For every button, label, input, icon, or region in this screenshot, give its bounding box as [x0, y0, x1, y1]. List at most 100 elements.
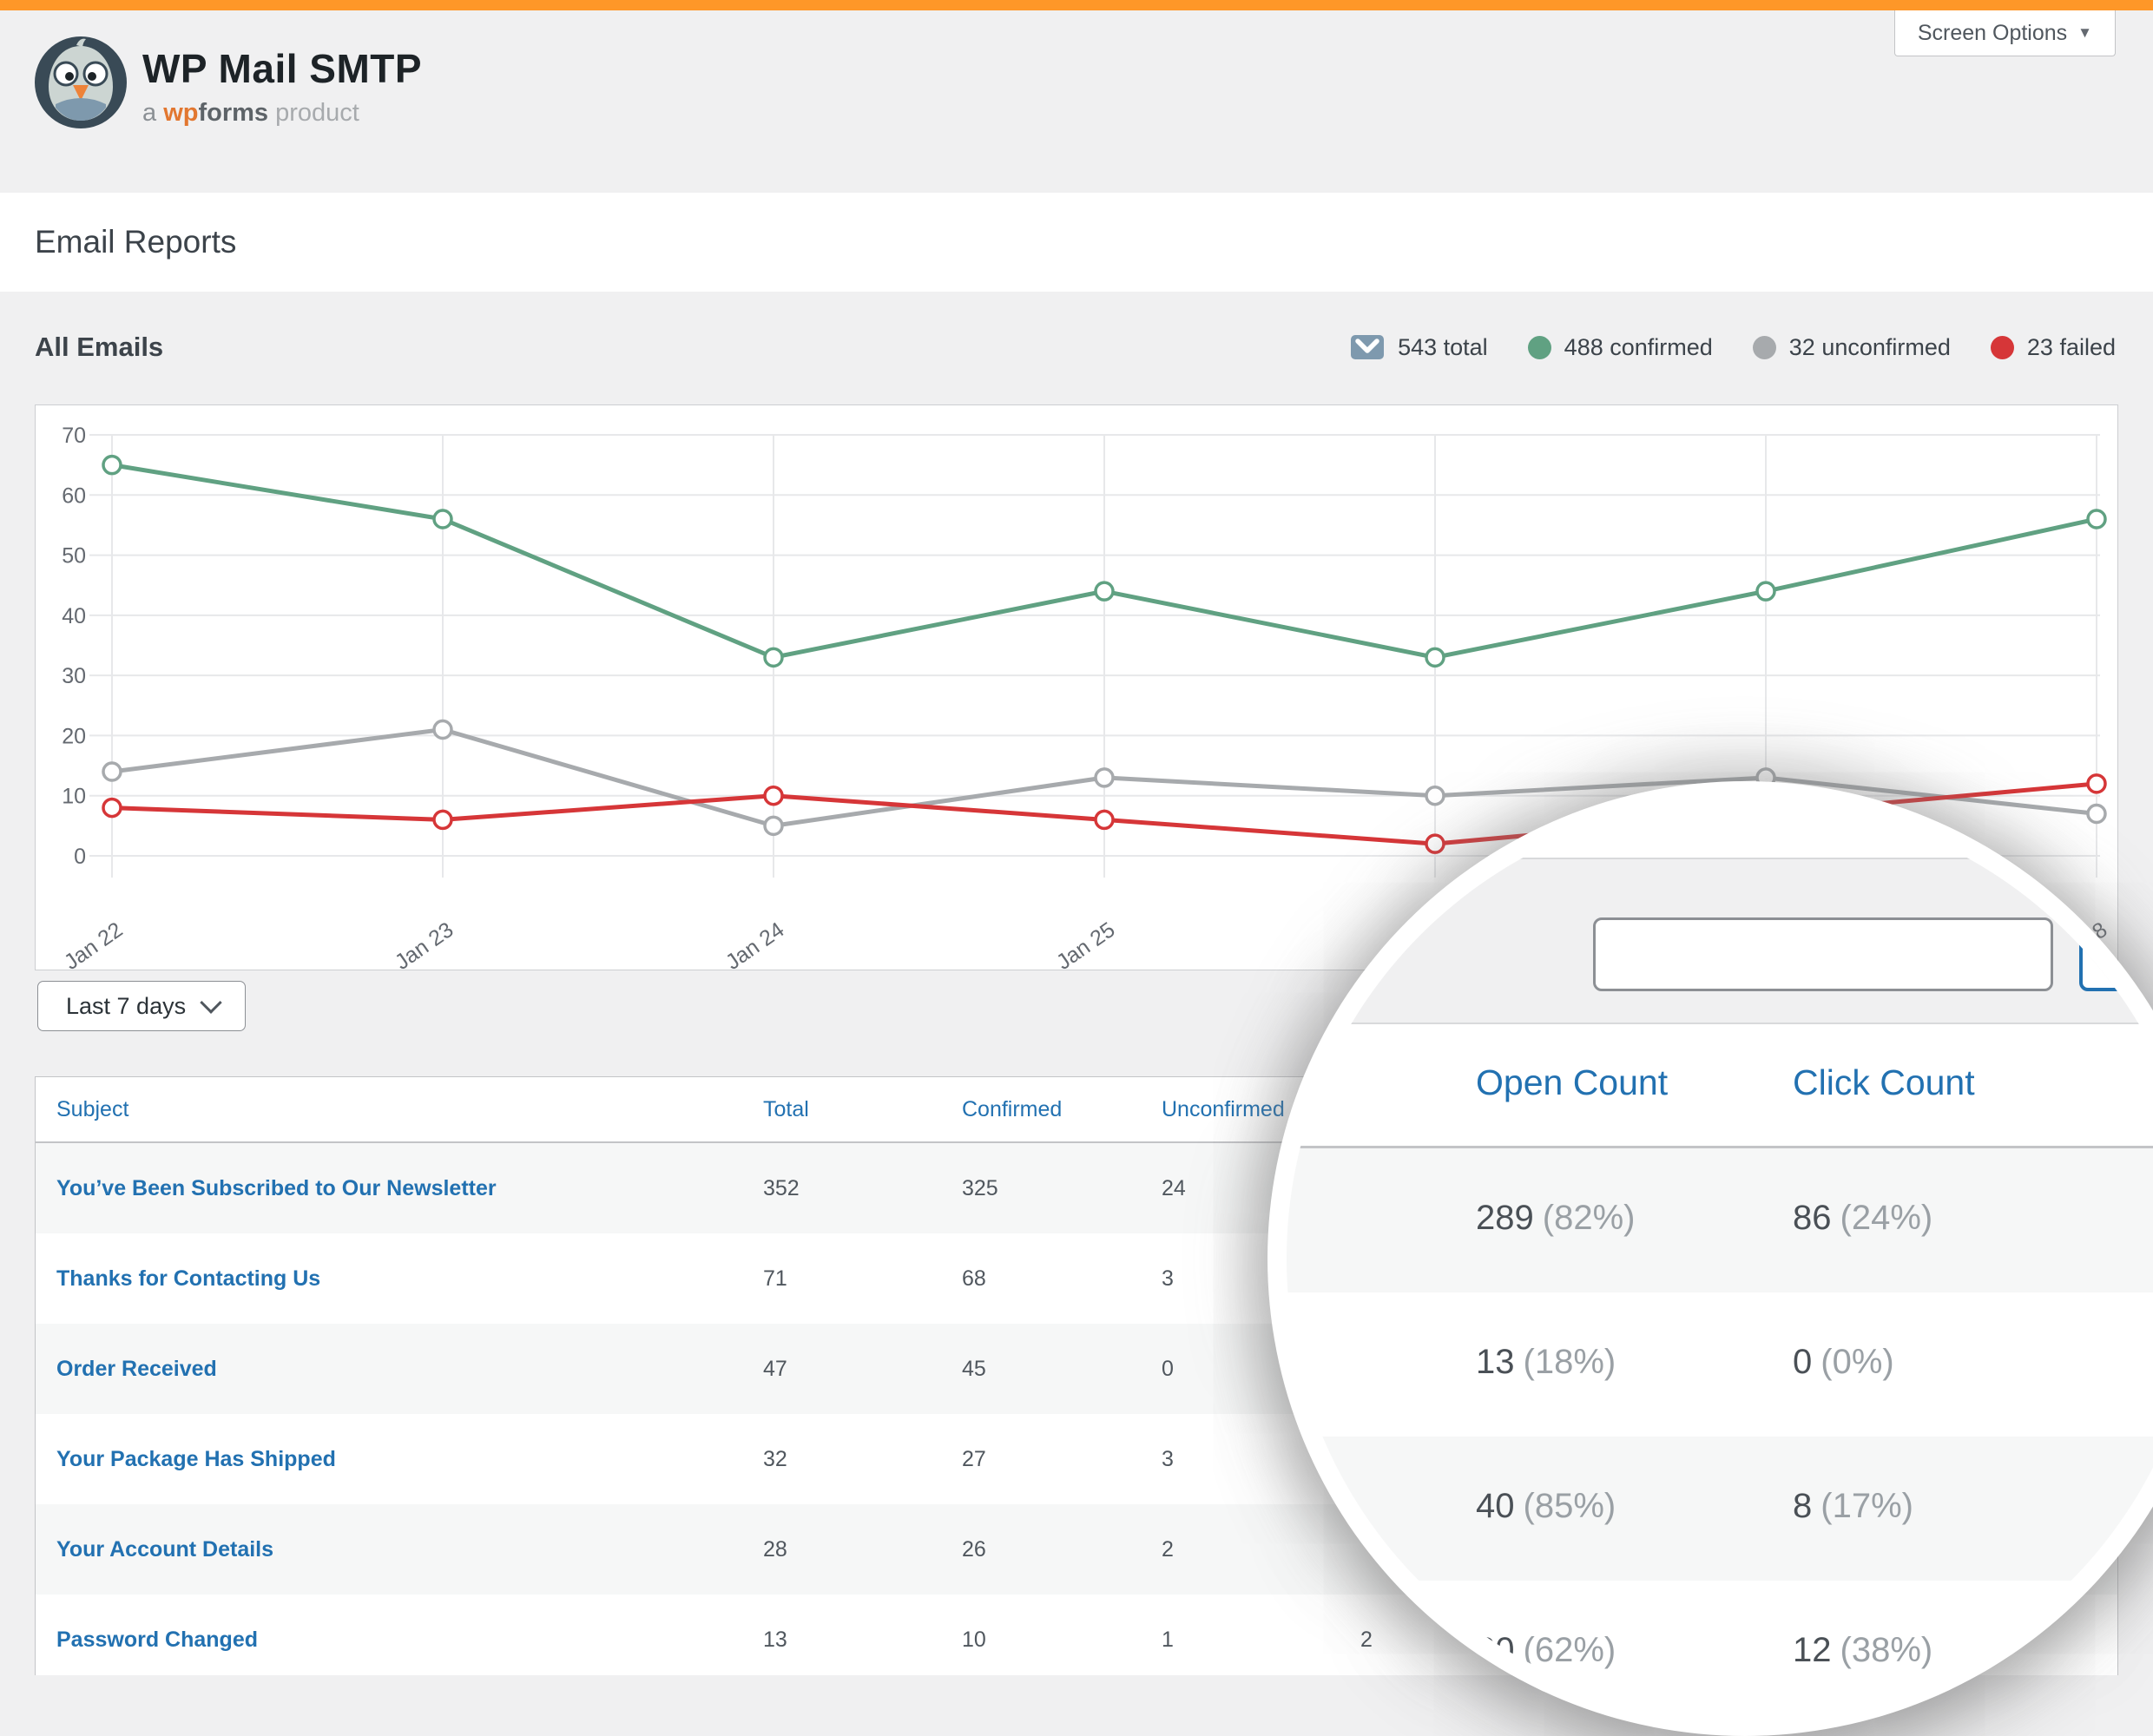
legend-total: 543 total	[1350, 334, 1488, 361]
unconfirmed-dot-icon	[1752, 335, 1776, 359]
svg-text:60: 60	[62, 483, 86, 508]
confirmed-cell: 10	[962, 1627, 986, 1652]
subject-link[interactable]: Your Package Has Shipped	[56, 1446, 336, 1471]
click-count-pct: (24%)	[1840, 1199, 1933, 1237]
column-header-unconfirmed[interactable]: Unconfirmed	[1162, 1096, 1285, 1121]
svg-text:Jan 23: Jan 23	[391, 917, 458, 971]
open-count-value: 13	[1476, 1343, 1515, 1381]
click-count-cell: 8 (17%)	[1793, 1487, 1913, 1526]
total-cell: 32	[763, 1446, 787, 1471]
svg-text:20: 20	[62, 724, 86, 748]
total-cell: 28	[763, 1536, 787, 1562]
legend-failed: 23 failed	[1990, 334, 2116, 361]
total-cell: 352	[763, 1175, 800, 1200]
legend-total-label: 543 total	[1398, 333, 1488, 360]
brand-accent-bar	[0, 0, 2153, 10]
page-title-band: Email Reports	[0, 193, 2153, 292]
click-count-cell: 12 (38%)	[1793, 1631, 1932, 1670]
click-count-cell: 0 (0%)	[1793, 1343, 1894, 1382]
open-count-cell: 40 (85%)	[1476, 1487, 1616, 1526]
legend-confirmed: 488 confirmed	[1527, 333, 1713, 361]
chart-legend: 543 total 488 confirmed 32 unconfirmed 2…	[1350, 334, 2116, 361]
click-count-value: 12	[1793, 1631, 1832, 1669]
column-header-total[interactable]: Total	[763, 1096, 809, 1121]
confirmed-dot-icon	[1527, 335, 1551, 359]
magnified-row: 20 (62%) 12 (38%)	[1287, 1581, 2153, 1717]
subject-link[interactable]: Order Received	[56, 1356, 217, 1381]
unconfirmed-cell: 2	[1162, 1536, 1174, 1562]
subject-link[interactable]: You’ve Been Subscribed to Our Newsletter	[56, 1175, 497, 1200]
section-title: All Emails	[35, 332, 164, 362]
subject-link[interactable]: Your Account Details	[56, 1536, 274, 1562]
tagline-prefix: a	[142, 99, 157, 127]
magnifier-bubble: Open Count Click Count 289 (82%) 86 (24%) …	[1267, 781, 2153, 1736]
brand-block: WP Mail SMTP a wpforms product	[142, 45, 422, 128]
table-header-row: Subject Total Confirmed Unconfirmed	[36, 1077, 2117, 1143]
column-header-open-count[interactable]: Open Count	[1476, 1062, 1669, 1102]
date-range-select[interactable]: Last 7 days	[37, 981, 246, 1031]
svg-text:70: 70	[62, 424, 86, 448]
confirmed-cell: 27	[962, 1446, 986, 1471]
app-header: WP Mail SMTP a wpforms product Screen Op…	[0, 10, 2153, 193]
screen-options-button[interactable]: Screen Options ▼	[1893, 10, 2116, 56]
magnified-toolbar	[1287, 858, 2153, 1024]
svg-text:10: 10	[62, 785, 86, 809]
legend-unconfirmed-label: 32 unconfirmed	[1788, 333, 1951, 360]
table-row: Thanks for Contacting Us 71 68 3	[36, 1233, 2117, 1324]
unconfirmed-cell: 0	[1162, 1356, 1174, 1381]
click-count-value: 8	[1793, 1487, 1813, 1525]
table-row: Password Changed 13 10 1 2	[36, 1595, 2117, 1675]
column-header-subject[interactable]: Subject	[56, 1096, 129, 1121]
magnified-row: 40 (85%) 8 (17%)	[1287, 1437, 2153, 1581]
search-button[interactable]	[2079, 917, 2153, 991]
column-header-confirmed[interactable]: Confirmed	[962, 1096, 1063, 1121]
open-count-cell: 13 (18%)	[1476, 1343, 1616, 1382]
svg-text:40: 40	[62, 604, 86, 628]
magnifier-content: Open Count Click Count 289 (82%) 86 (24%) …	[1287, 800, 2153, 1717]
legend-confirmed-label: 488 confirmed	[1564, 333, 1713, 360]
chevron-down-icon	[200, 991, 222, 1014]
confirmed-cell: 325	[962, 1175, 998, 1200]
open-count-pct: (85%)	[1523, 1487, 1616, 1525]
total-cell: 47	[763, 1356, 787, 1381]
page-title: Email Reports	[35, 224, 237, 260]
subject-link[interactable]: Thanks for Contacting Us	[56, 1266, 321, 1291]
column-header-click-count[interactable]: Click Count	[1793, 1062, 1975, 1102]
date-range-value: Last 7 days	[66, 992, 187, 1019]
total-cell: 71	[763, 1266, 787, 1291]
envelope-icon	[1351, 335, 1385, 359]
confirmed-cell: 68	[962, 1266, 986, 1291]
open-count-pct: (62%)	[1523, 1631, 1616, 1669]
subject-link[interactable]: Password Changed	[56, 1627, 258, 1652]
confirmed-cell: 26	[962, 1536, 986, 1562]
click-count-value: 86	[1793, 1199, 1832, 1237]
magnified-table-header: Open Count Click Count	[1287, 1024, 2153, 1148]
legend-unconfirmed: 32 unconfirmed	[1752, 333, 1951, 361]
search-input[interactable]	[1593, 917, 2053, 991]
svg-text:Jan 25: Jan 25	[1052, 917, 1120, 971]
unconfirmed-cell: 3	[1162, 1266, 1174, 1291]
wp-mail-smtp-pigeon-logo	[35, 36, 127, 128]
table-row: Your Package Has Shipped 32 27 3	[36, 1414, 2117, 1504]
brand-tagline: a wpforms product	[142, 99, 422, 128]
chevron-down-icon: ▼	[2077, 24, 2092, 41]
failed-dot-icon	[1990, 335, 2014, 359]
open-count-value: 289	[1476, 1199, 1534, 1237]
screen-options-label: Screen Options	[1917, 20, 2068, 45]
unconfirmed-cell: 24	[1162, 1175, 1186, 1200]
open-count-cell: 20 (62%)	[1476, 1631, 1616, 1670]
tagline-wp: wp	[163, 99, 199, 127]
click-count-cell: 86 (24%)	[1793, 1199, 1932, 1238]
all-emails-section-head: All Emails 543 total 488 confirmed 32 un…	[35, 323, 2116, 372]
magnified-row: 13 (18%) 0 (0%)	[1287, 1292, 2153, 1437]
open-count-value: 20	[1476, 1631, 1515, 1669]
unconfirmed-cell: 1	[1162, 1627, 1174, 1652]
unconfirmed-cell: 3	[1162, 1446, 1174, 1471]
tagline-suffix: product	[275, 99, 359, 127]
click-count-value: 0	[1793, 1343, 1813, 1381]
tagline-forms: forms	[198, 99, 269, 127]
open-count-pct: (18%)	[1523, 1343, 1616, 1381]
svg-text:Jan 22: Jan 22	[60, 917, 128, 971]
open-count-value: 40	[1476, 1487, 1515, 1525]
